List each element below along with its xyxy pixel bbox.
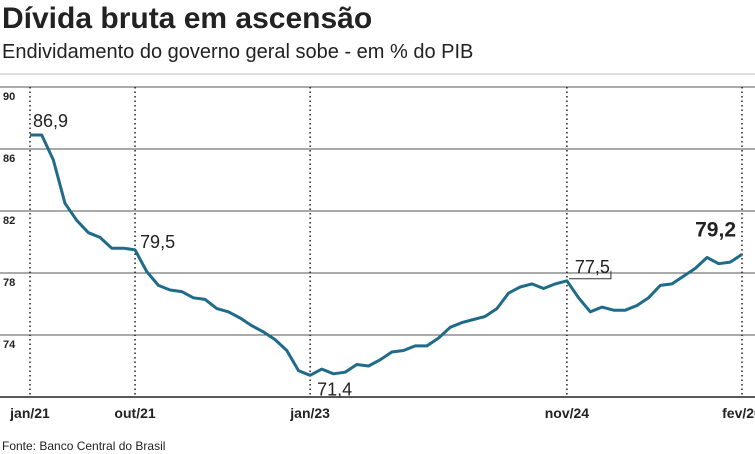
data-label: 79,5 bbox=[140, 232, 175, 252]
y-tick-label: 82 bbox=[3, 215, 15, 227]
source: Fonte: Banco Central do Brasil bbox=[2, 439, 165, 453]
x-tick-label: jan/23 bbox=[289, 405, 330, 421]
chart-title: Dívida bruta em ascensão bbox=[2, 2, 372, 35]
label-leader bbox=[568, 270, 612, 280]
y-tick-label: 90 bbox=[3, 91, 15, 103]
data-label: 79,2 bbox=[695, 218, 736, 241]
y-tick-label: 86 bbox=[3, 153, 15, 165]
data-label: 86,9 bbox=[33, 111, 68, 131]
data-label: 71,4 bbox=[317, 379, 352, 399]
chart-subtitle: Endividamento do governo geral sobe - em… bbox=[2, 41, 473, 63]
x-tick-label: fev/26 bbox=[722, 405, 755, 421]
data-line bbox=[30, 133, 743, 377]
x-tick-label: jan/21 bbox=[9, 405, 50, 421]
y-tick-label: 78 bbox=[3, 277, 15, 289]
x-tick-label: nov/24 bbox=[545, 405, 590, 421]
data-label: 77,5 bbox=[575, 257, 610, 277]
x-tick-label: out/21 bbox=[114, 405, 155, 421]
y-tick-label: 74 bbox=[3, 339, 16, 351]
